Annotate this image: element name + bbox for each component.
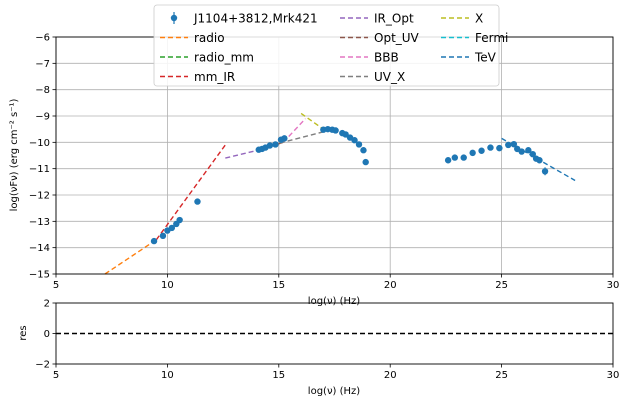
residual-y-axis-label: res — [18, 325, 29, 340]
segment-mm-ir — [155, 144, 226, 241]
legend-label: BBB — [374, 51, 399, 65]
legend-item-uv-x: UV_X — [340, 70, 405, 84]
x-tick-label: 25 — [495, 370, 508, 381]
sed-x-ticks: 5 10 15 20 25 30 — [53, 274, 620, 291]
x-tick-label: 10 — [161, 370, 174, 381]
data-point — [332, 127, 339, 134]
data-point — [281, 135, 288, 142]
residual-y-ticks: −2 0 2 — [35, 299, 56, 371]
legend-label: X — [475, 12, 483, 26]
data-point — [194, 198, 201, 205]
x-tick-label: 5 — [53, 280, 59, 291]
residual-x-ticks: 5 10 15 20 25 30 — [53, 364, 620, 381]
x-tick-label: 15 — [272, 370, 285, 381]
residual-panel: 5 10 15 20 25 30 −2 0 2 log(ν) (Hz) res — [18, 299, 619, 398]
segment-x — [300, 112, 324, 130]
x-tick-label: 20 — [384, 280, 397, 291]
y-tick-label: 2 — [44, 299, 50, 310]
sed-x-axis-label: log(ν) (Hz) — [308, 296, 360, 307]
legend-label: mm_IR — [194, 70, 235, 84]
y-tick-label: −15 — [29, 270, 50, 281]
data-point — [360, 147, 367, 154]
sed-data-points — [150, 125, 549, 245]
data-point — [272, 141, 279, 148]
y-tick-label: −11 — [29, 164, 50, 175]
x-tick-label: 20 — [384, 370, 397, 381]
y-tick-label: −10 — [29, 138, 50, 149]
legend-box — [153, 4, 500, 87]
x-tick-label: 5 — [53, 370, 59, 381]
sed-y-axis-label: log(νFν) (erg cm⁻² s⁻¹) — [9, 99, 20, 212]
x-tick-label: 30 — [607, 280, 620, 291]
legend: J1104+3812,Mrk421 radio radio_mm mm_IR IR_Op… — [153, 4, 508, 87]
data-point — [460, 154, 467, 161]
data-point — [529, 150, 536, 158]
legend-marker — [170, 14, 178, 22]
legend-item-mm-ir: mm_IR — [160, 70, 235, 84]
data-point — [505, 141, 512, 149]
y-tick-label: −7 — [35, 59, 50, 70]
legend-label: UV_X — [374, 70, 405, 84]
y-tick-label: −2 — [35, 360, 50, 371]
data-point — [536, 157, 543, 164]
y-tick-label: −9 — [35, 112, 50, 123]
legend-item-j1104-3812-mrk421: J1104+3812,Mrk421 — [170, 12, 318, 26]
data-point — [469, 149, 476, 157]
x-tick-label: 30 — [607, 370, 620, 381]
legend-item-x: X — [441, 12, 483, 26]
data-point — [176, 216, 183, 224]
legend-item-radio-mm: radio_mm — [160, 51, 254, 65]
legend-label: Opt_UV — [374, 31, 420, 45]
legend-label: TeV — [474, 51, 497, 65]
segment-radio — [104, 239, 157, 275]
data-point — [478, 147, 485, 154]
sed-y-ticks: −15 −14 −13 −12 −11 −10 −9 −8 −7 −6 — [29, 33, 56, 281]
y-tick-label: 0 — [44, 329, 50, 340]
legend-label: IR_Opt — [374, 12, 414, 26]
residual-x-axis-label: log(ν) (Hz) — [308, 386, 360, 397]
data-point — [525, 147, 532, 154]
legend-label: radio_mm — [194, 51, 254, 65]
data-point — [487, 144, 494, 151]
legend-label: radio — [194, 31, 225, 45]
data-point — [444, 157, 452, 164]
data-point — [451, 154, 459, 161]
data-point — [159, 232, 167, 240]
y-tick-label: −6 — [35, 33, 50, 44]
y-tick-label: −14 — [29, 243, 50, 254]
legend-item-bbb: BBB — [340, 51, 399, 65]
legend-item-opt-uv: Opt_UV — [340, 31, 420, 45]
legend-label: J1104+3812,Mrk421 — [193, 12, 318, 26]
legend-item-fermi: Fermi — [441, 31, 508, 45]
data-point — [351, 137, 358, 144]
legend-label: Fermi — [475, 31, 508, 45]
sed-model-segments — [104, 112, 576, 275]
y-tick-label: −13 — [29, 217, 50, 228]
y-tick-label: −12 — [29, 191, 50, 202]
data-point — [342, 131, 349, 138]
sed-panel: 5 10 15 20 25 30 −15 −14 −13 −12 −11 −10 −9 −8 −7 −6 l… — [9, 4, 620, 307]
segment-bbb — [282, 118, 307, 143]
data-point — [266, 142, 274, 149]
data-point — [541, 168, 549, 175]
data-point — [355, 141, 363, 148]
x-tick-label: 10 — [161, 280, 174, 291]
x-tick-label: 25 — [495, 280, 508, 291]
legend-item-radio: radio — [160, 31, 225, 45]
data-point — [518, 148, 525, 155]
y-tick-label: −8 — [35, 85, 50, 96]
data-point — [496, 144, 503, 152]
data-point — [362, 158, 369, 166]
data-point — [150, 237, 158, 245]
legend-item-ir-opt: IR_Opt — [340, 12, 414, 26]
data-point — [168, 224, 176, 232]
data-point — [510, 140, 518, 148]
x-tick-label: 15 — [272, 280, 285, 291]
legend-item-tev: TeV — [441, 51, 497, 65]
